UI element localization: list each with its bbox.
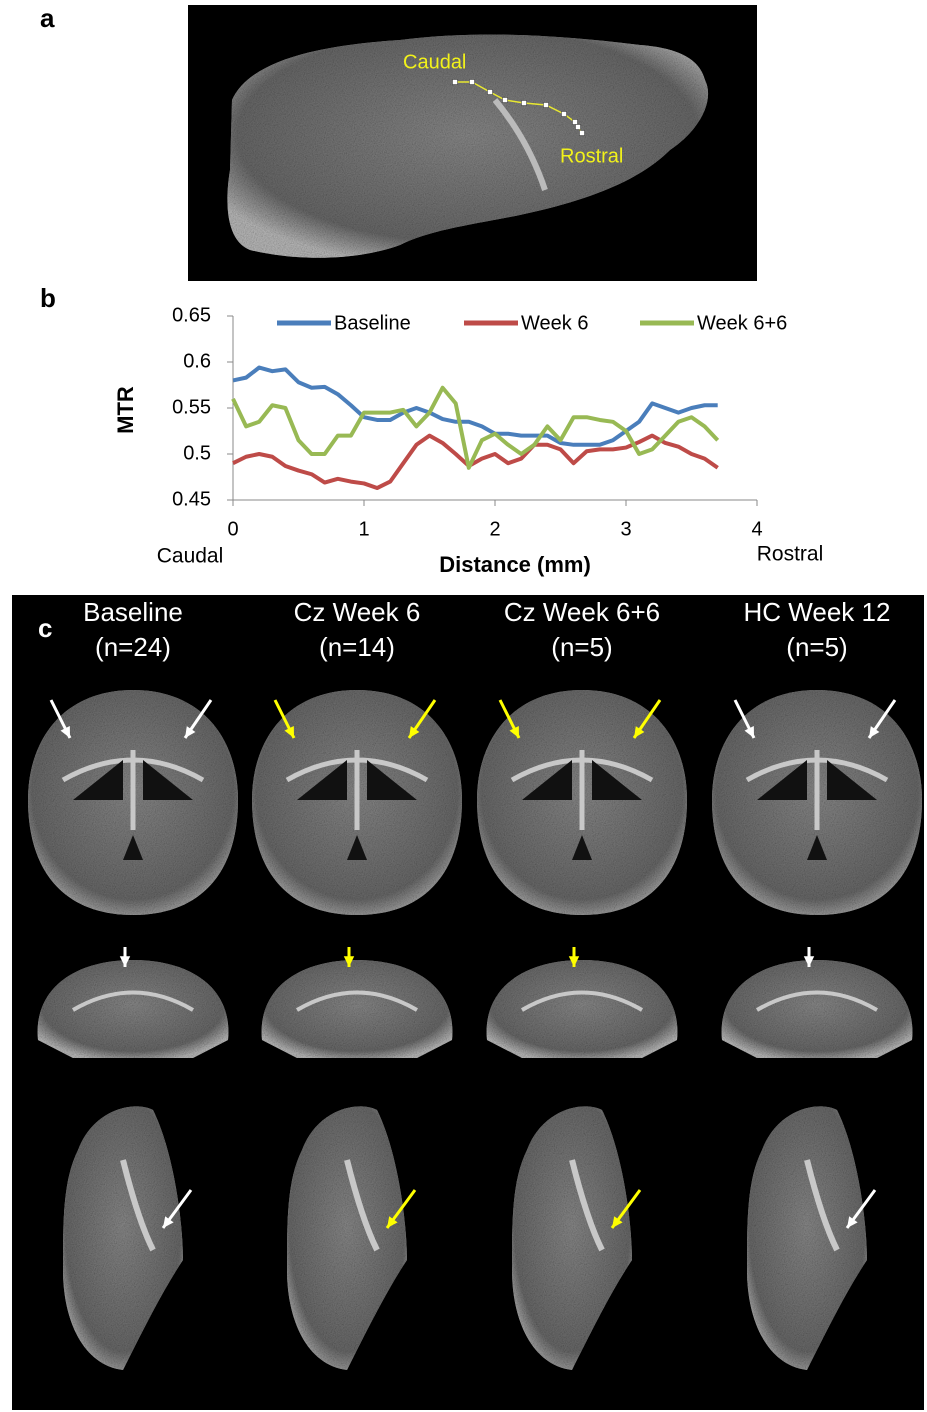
panel-label: c bbox=[38, 613, 52, 643]
profile-point bbox=[544, 103, 549, 108]
column-title: HC Week 12 bbox=[744, 597, 891, 627]
y-tick-label: 0.45 bbox=[172, 488, 211, 510]
legend-label: Week 6 bbox=[521, 312, 588, 334]
column-n: (n=24) bbox=[95, 632, 171, 662]
column-n: (n=5) bbox=[551, 632, 612, 662]
y-tick-label: 0.5 bbox=[183, 442, 211, 464]
legend-label: Week 6+6 bbox=[697, 312, 787, 334]
profile-point bbox=[576, 125, 581, 130]
y-tick-label: 0.6 bbox=[183, 350, 211, 372]
profile-point bbox=[562, 112, 567, 117]
figure: a Caudal Rostral b MTR Distance (mm) Cau… bbox=[0, 0, 927, 1412]
chart: 0.45 0.5 0.55 0.6 0.65 0 1 2 3 4 Baseline Week 6 Wee… bbox=[172, 304, 787, 540]
annotation: Caudal bbox=[403, 51, 466, 73]
x-tick-label: 0 bbox=[227, 518, 238, 540]
series-line bbox=[233, 388, 718, 468]
y-tick-label: 0.55 bbox=[172, 396, 211, 418]
legend-label: Baseline bbox=[334, 312, 411, 334]
profile-point bbox=[488, 90, 493, 95]
profile-point bbox=[580, 131, 585, 136]
series-line bbox=[233, 368, 718, 445]
series-line bbox=[233, 436, 718, 488]
column-title: Cz Week 6+6 bbox=[504, 597, 660, 627]
x-end-label: Rostral bbox=[757, 543, 824, 566]
column-title: Baseline bbox=[83, 597, 183, 627]
profile-point bbox=[573, 120, 578, 125]
profile-point bbox=[522, 101, 527, 106]
y-tick-label: 0.65 bbox=[172, 304, 211, 326]
x-tick-label: 2 bbox=[489, 518, 500, 540]
panel-label: a bbox=[40, 3, 55, 33]
x-tick-label: 3 bbox=[620, 518, 631, 540]
x-axis-label: Distance (mm) bbox=[439, 552, 591, 577]
panel-label: b bbox=[40, 283, 56, 313]
column-n: (n=5) bbox=[786, 632, 847, 662]
column-title: Cz Week 6 bbox=[294, 597, 421, 627]
y-axis-label: MTR bbox=[113, 386, 138, 434]
column-n: (n=14) bbox=[319, 632, 395, 662]
x-tick-label: 4 bbox=[751, 518, 762, 540]
x-end-label: Caudal bbox=[157, 545, 224, 568]
profile-point bbox=[453, 80, 458, 85]
profile-point bbox=[503, 98, 508, 103]
annotation: Rostral bbox=[560, 145, 623, 167]
profile-point bbox=[470, 80, 475, 85]
x-tick-label: 1 bbox=[358, 518, 369, 540]
